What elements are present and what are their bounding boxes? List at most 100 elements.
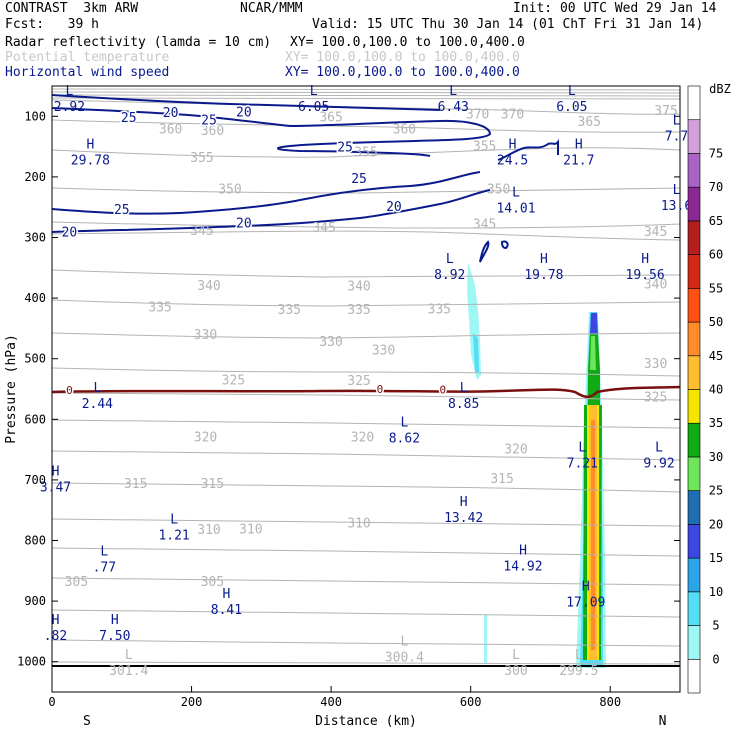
theta-label: 310 [347,516,370,531]
wind-extremum-value: 29.78 [71,154,110,169]
theta-label: 345 [190,224,213,239]
north-end-label: N [659,714,667,729]
colorbar-swatch [687,119,701,154]
wind-extremum-marker: H [540,252,548,267]
wind-extremum-marker: L [568,84,576,99]
colorbar-level-label: 0 [712,652,719,666]
theta-label: 350 [487,182,510,197]
colorbar-level-label: 30 [709,450,723,464]
wind-extremum-value: 14.01 [496,201,535,216]
theta-extremum-value: 299.5 [559,664,598,679]
theta-extremum-marker: L [512,648,520,663]
colorbar-swatch [687,422,701,458]
colorbar-level-label: 5 [712,619,719,633]
echo-column-blue [590,313,598,334]
echo-column-lightgreen [590,336,596,370]
theta-contour [51,299,681,307]
y-tick-label: 600 [24,412,46,426]
theta-label: 360 [201,124,224,139]
theta-label: 315 [490,472,513,487]
colorbar-level-label: 60 [709,248,723,262]
wind-extremum-value: 7.21 [567,457,598,472]
theta-extremum-value: 300.4 [385,650,424,665]
wind-extremum-marker: H [52,465,60,480]
theta-contour [51,577,681,586]
theta-contour [51,450,681,461]
y-tick-label: 300 [24,231,46,245]
wind-extremum-marker: H [641,252,649,267]
wind-extremum-value: 19.78 [524,268,563,283]
wind-contour-island [479,240,490,263]
theta-label: 325 [222,373,245,388]
x-axis-label: Distance (km) [315,714,417,729]
theta-extremum-value: 300 [504,664,527,679]
colorbar-level-label: 50 [709,315,723,329]
field-xy-theta: XY= 100.0,100.0 to 100.0,400.0 [285,50,520,65]
colorbar-swatch [687,490,701,525]
wind-extremum-marker: L [655,441,663,456]
colorbar-swatch [687,591,701,626]
theta-label: 305 [201,575,224,590]
colorbar-swatch [687,85,701,121]
y-tick-label: 1000 [17,655,46,669]
theta-label: 320 [504,442,527,457]
wind-speed-label: 20 [236,216,252,231]
theta-label: 320 [194,430,217,445]
field-name-theta: Potential temperature [5,50,170,65]
theta-label: 330 [372,344,395,359]
y-tick-label: 800 [24,534,46,548]
colorbar-swatch [687,355,701,390]
theta-label: 340 [347,279,370,294]
theta-label: 325 [644,390,667,405]
wind-extremum-value: 21.7 [563,154,594,169]
wind-contour-20 [51,94,441,111]
x-tick-label: 800 [599,695,621,709]
colorbar-level-label: 40 [709,383,723,397]
wind-extremum-value: 2.92 [54,100,85,115]
theta-label: 335 [347,303,370,318]
wind-extremum-value: 1.21 [158,529,189,544]
wind-extremum-marker: L [446,252,454,267]
wind-extremum-marker: L [673,113,681,128]
reflectivity-fill [467,262,606,668]
theta-contour [51,269,681,278]
y-tick-label: 500 [24,352,46,366]
colorbar-swatch [687,524,701,559]
theta-contour [51,392,681,401]
theta-label: 365 [578,115,601,130]
wind-extremum-value: 6.43 [438,100,469,115]
theta-extremum-marker: L [125,648,133,663]
echo-trace [484,615,487,663]
colorbar-level-label: 10 [709,585,723,599]
theta-label: 370 [501,107,524,122]
wind-speed-label: 25 [121,111,137,126]
org-label: NCAR/MMM [240,1,303,16]
echo-cell-blue [473,333,479,372]
theta-label: 330 [194,328,217,343]
zero-contour-label: 0 [66,384,73,397]
theta-label: 330 [319,335,342,350]
wind-speed-label: 25 [201,113,217,128]
theta-contour [51,482,681,493]
colorbar: 0 5 10 15 20 25 30 35 40 45 50 55 60 65 70 75 dBZ [687,82,731,694]
wind-extremum-value: 13.6 [661,199,692,214]
theta-contour [51,230,681,241]
wind-extremum-value: .77 [93,561,116,576]
wind-contour-25 [51,171,481,215]
wind-speed-label: 25 [351,172,367,187]
wind-extremum-value: 9.92 [643,457,674,472]
field-xy-reflectivity: XY= 100.0,100.0 to 100.0,400.0 [290,35,525,50]
x-tick-label: 200 [181,695,203,709]
colorbar-level-label: 25 [709,484,723,498]
theta-contour [51,518,681,527]
y-tick-label: 900 [24,594,46,608]
model-title: CONTRAST 3km ARW [5,1,139,16]
y-tick-label: 200 [24,170,46,184]
theta-contour [51,85,681,100]
wind-extremum-value: 14.92 [503,560,542,575]
y-axis-label: Pressure (hPa) [4,334,19,444]
theta-extremum-value: 301.4 [109,664,148,679]
wind-extremum-marker: H [223,587,231,602]
wind-extremum-value: 7.50 [99,629,130,644]
wind-extremum-marker: L [449,84,457,99]
